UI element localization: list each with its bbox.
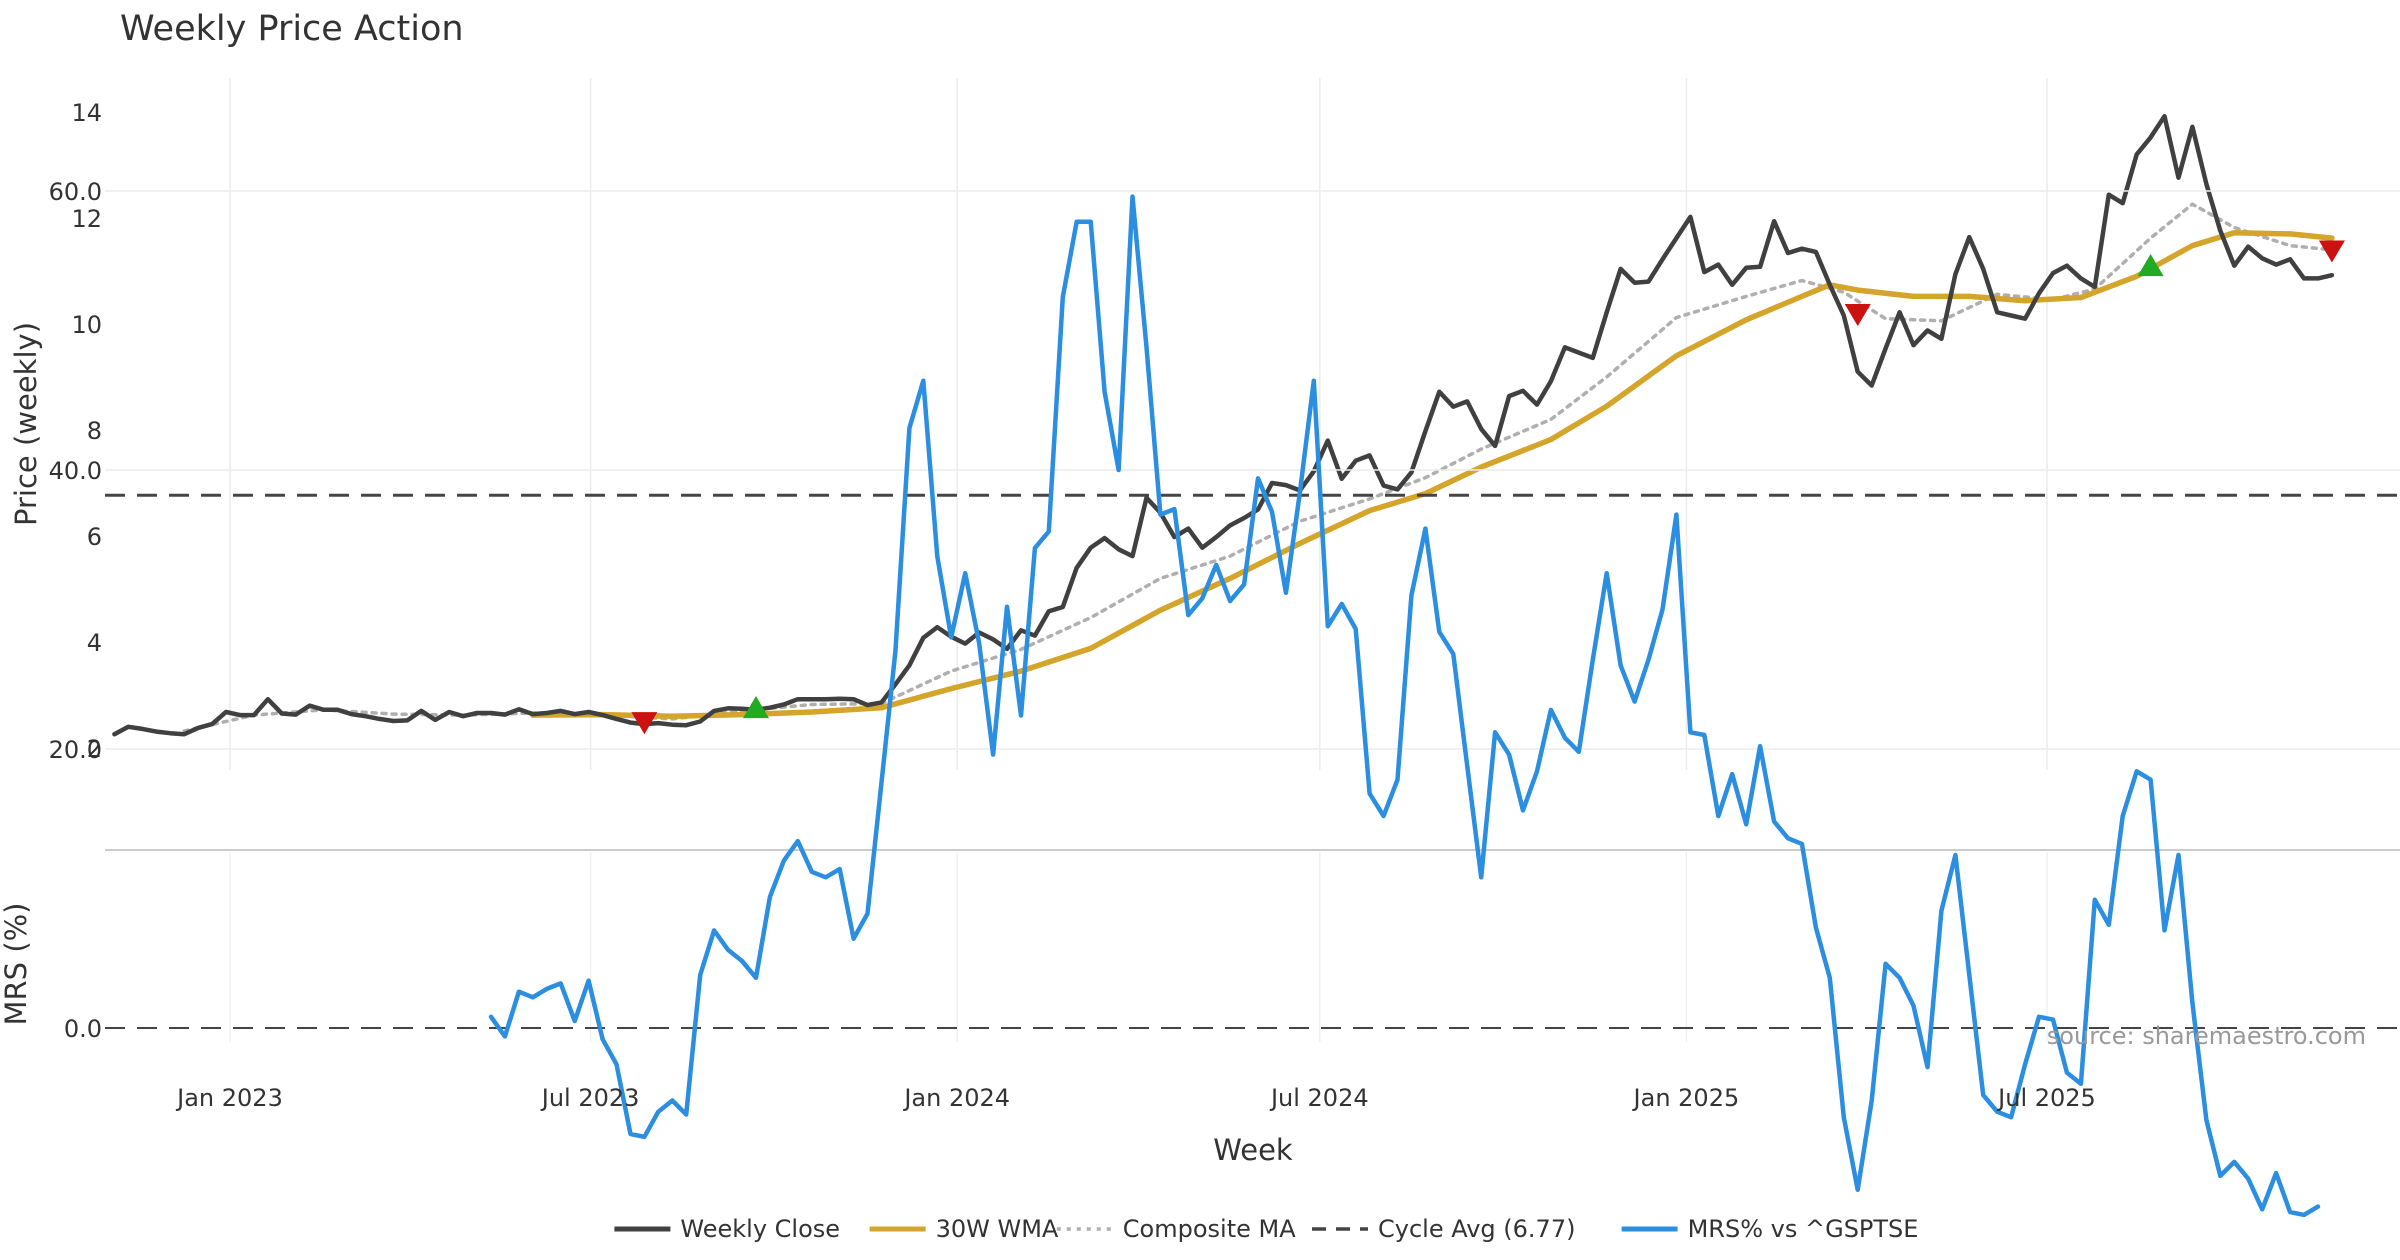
price-series-lines bbox=[105, 113, 2400, 737]
mrs-y-ticks: 60.0 40.0 20.0 0.0 bbox=[49, 178, 102, 1043]
chart-title: Weekly Price Action bbox=[120, 9, 464, 49]
composite-ma-line bbox=[182, 202, 2334, 733]
price-y-tick-label: 10 bbox=[71, 311, 102, 339]
buy-signal-marker bbox=[742, 696, 769, 719]
legend-label: Cycle Avg (6.77) bbox=[1378, 1215, 1575, 1243]
legend-label: Weekly Close bbox=[680, 1215, 840, 1243]
x-tick-label: Jul 2025 bbox=[1996, 1084, 2096, 1112]
price-y-tick-label: 4 bbox=[87, 629, 102, 657]
price-y-axis-label: Price (weekly) bbox=[9, 322, 43, 526]
mrs-y-axis-label: MRS (%) bbox=[0, 903, 33, 1026]
mrs-grid bbox=[105, 190, 2400, 1042]
buy-signal-marker bbox=[2137, 254, 2164, 277]
mrs-y-tick-label: 40.0 bbox=[49, 457, 102, 485]
legend-label: 30W WMA bbox=[936, 1215, 1059, 1243]
price-grid bbox=[229, 78, 2048, 770]
30w-wma-line bbox=[530, 230, 2335, 719]
price-y-tick-label: 12 bbox=[71, 205, 102, 233]
signal-markers bbox=[631, 240, 2345, 735]
legend-label: MRS% vs ^GSPTSE bbox=[1688, 1215, 1919, 1243]
x-tick-label: Jan 2024 bbox=[902, 1084, 1010, 1112]
price-y-tick-label: 14 bbox=[71, 99, 102, 127]
mrs-y-tick-label: 60.0 bbox=[49, 178, 102, 206]
weekly-close-line bbox=[112, 113, 2335, 737]
mrs-y-tick-label: 0.0 bbox=[64, 1015, 102, 1043]
price-y-ticks: 2 4 6 8 10 12 14 bbox=[71, 99, 102, 763]
price-y-tick-label: 6 bbox=[87, 523, 102, 551]
price-y-tick-label: 8 bbox=[87, 417, 102, 445]
legend-label: Composite MA bbox=[1123, 1215, 1296, 1243]
mrs-y-tick-label: 20.0 bbox=[49, 736, 102, 764]
source-watermark: source: sharemaestro.com bbox=[2047, 1022, 2366, 1050]
sell-signal-marker bbox=[1844, 304, 1871, 327]
sell-signal-marker bbox=[631, 712, 658, 735]
mrs-line bbox=[488, 194, 2321, 1218]
x-tick-label: Jan 2023 bbox=[175, 1084, 283, 1112]
sell-signal-marker bbox=[2318, 240, 2345, 263]
price-y-tick-label: 2 bbox=[87, 735, 102, 763]
x-tick-label: Jul 2024 bbox=[1269, 1084, 1369, 1112]
x-tick-label: Jul 2023 bbox=[540, 1084, 640, 1112]
x-tick-label: Jan 2025 bbox=[1632, 1084, 1740, 1112]
x-axis-label: Week bbox=[1213, 1133, 1293, 1167]
legend: Weekly Close 30W WMA Composite MA Cycle Avg… bbox=[614, 1215, 1918, 1243]
mrs-series-lines bbox=[488, 194, 2321, 1218]
x-ticks: Jan 2023 Jul 2023 Jan 2024 Jul 2024 Jan 2025… bbox=[175, 1084, 2096, 1112]
